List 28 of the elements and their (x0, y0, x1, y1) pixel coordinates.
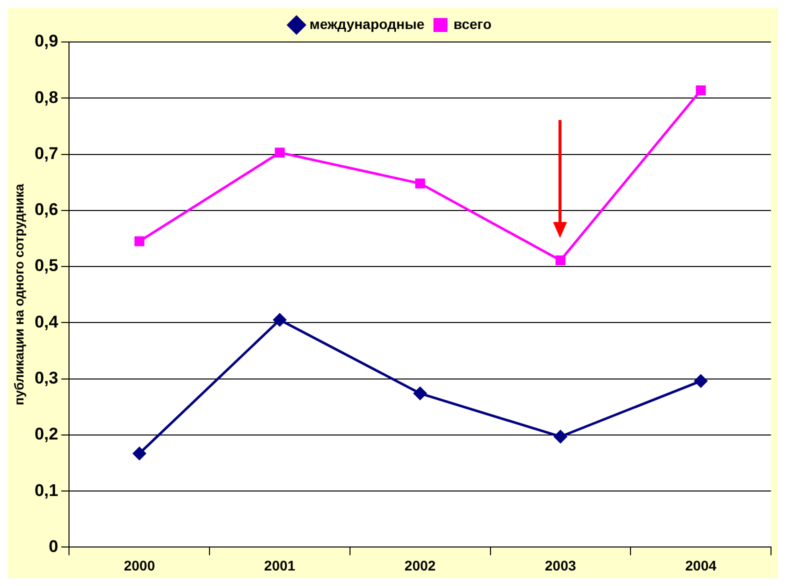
x-tick-label: 2001 (264, 557, 296, 574)
point (553, 430, 568, 444)
y-tick-label: 0,4 (34, 312, 59, 332)
point (694, 374, 708, 388)
y-tick-label: 0,8 (34, 88, 58, 107)
x-tick-label: 2003 (544, 557, 576, 574)
y-tick-label: 0,6 (34, 200, 58, 220)
point (413, 386, 428, 400)
y-tick-label: 0,5 (34, 256, 58, 276)
y-axis-title: публикации на одного сотрудника (11, 183, 26, 406)
legend-label: всего (453, 16, 492, 32)
point (134, 236, 144, 246)
y-tick-label: 0,3 (34, 368, 58, 388)
x-tick-label: 2000 (124, 557, 156, 574)
point (556, 255, 566, 266)
y-tick-label: 0,2 (34, 424, 58, 444)
x-tick-label: 2004 (685, 557, 717, 574)
y-tick-label: 0,9 (34, 32, 58, 51)
y-tick-label: 0 (48, 536, 58, 556)
x-tick-label: 2002 (404, 557, 436, 574)
point (272, 312, 287, 327)
point (132, 446, 146, 460)
point (696, 85, 706, 96)
y-tick-label: 0,1 (34, 480, 58, 500)
point (274, 148, 285, 158)
point (415, 178, 426, 188)
legend-label: международные (310, 16, 425, 32)
y-tick-label: 0,7 (34, 144, 58, 163)
